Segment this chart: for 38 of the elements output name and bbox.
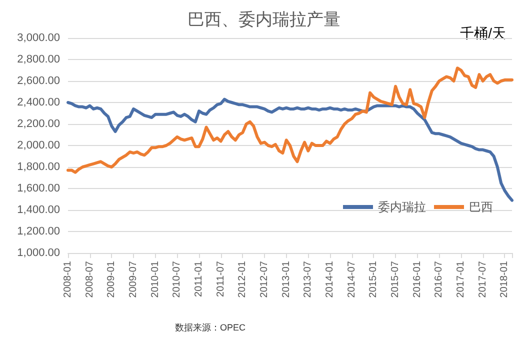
legend-label: 委内瑞拉 [378, 200, 426, 214]
y-tick-label: 2,600.00 [17, 75, 60, 87]
y-tick-label: 2,400.00 [17, 96, 60, 108]
y-tick-label: 1,200.00 [17, 226, 60, 238]
source-note: 数据来源：OPEC [175, 322, 246, 332]
x-tick-label: 2008-07 [84, 260, 96, 298]
line-series [66, 98, 514, 202]
y-tick-label: 2,200.00 [17, 118, 60, 130]
x-tick-label: 2015-07 [390, 260, 402, 298]
x-tick-label: 2010-07 [172, 260, 183, 298]
chart-title: 巴西、委内瑞拉产量 [188, 10, 340, 29]
x-tick-label: 2014-01 [324, 260, 336, 298]
x-tick-label: 2011-01 [194, 260, 205, 297]
x-tick-label: 2011-07 [215, 260, 226, 297]
x-tick-label: 2016-07 [434, 260, 445, 298]
y-tick-label: 2,000.00 [17, 140, 60, 152]
line-series [66, 66, 514, 174]
y-tick-label: 1,000.00 [17, 247, 60, 259]
y-tick-label: 1,400.00 [17, 204, 60, 216]
y-tick-label: 2,800.00 [17, 54, 60, 66]
legend-label: 巴西 [469, 200, 493, 214]
x-tick-label: 2009-07 [128, 260, 140, 298]
x-tick-label: 2017-01 [456, 260, 467, 298]
y-tick-label: 3,000.00 [17, 32, 60, 44]
x-tick-label: 2014-07 [346, 260, 358, 298]
x-tick-label: 2008-01 [62, 260, 74, 298]
x-tick-label: 2013-01 [280, 260, 292, 298]
x-tick-label: 2010-01 [150, 260, 161, 298]
y-tick-label: 1,600.00 [17, 182, 60, 194]
x-tick-label: 2016-01 [412, 260, 423, 298]
x-tick-label: 2012-07 [259, 260, 270, 298]
x-tick-label: 2009-01 [106, 260, 118, 298]
x-tick-label: 2017-07 [477, 260, 488, 298]
x-tick-label: 2013-07 [302, 260, 314, 298]
x-tick-label: 2012-01 [237, 260, 248, 298]
y-tick-label: 1,800.00 [17, 161, 60, 173]
x-tick-label: 2015-01 [368, 260, 380, 298]
x-tick-label: 2018-01 [499, 260, 510, 298]
